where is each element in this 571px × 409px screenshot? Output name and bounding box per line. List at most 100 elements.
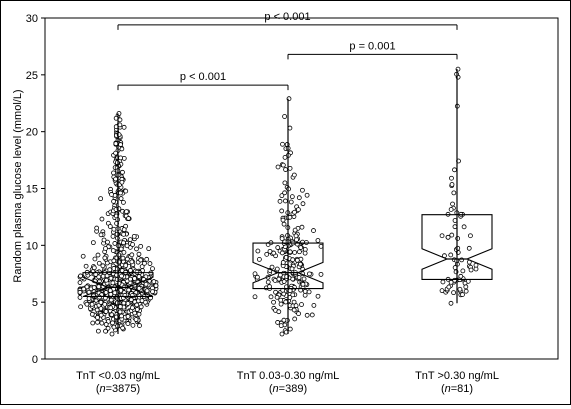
data-point xyxy=(120,255,126,261)
data-point xyxy=(282,154,288,160)
data-point xyxy=(99,320,105,326)
data-point xyxy=(307,271,312,277)
data-point xyxy=(111,226,117,232)
data-point xyxy=(77,280,83,285)
data-point xyxy=(278,323,284,329)
data-point xyxy=(280,162,286,168)
data-point xyxy=(271,299,276,305)
data-point xyxy=(445,234,451,240)
data-point xyxy=(283,167,288,172)
data-point xyxy=(104,273,110,279)
data-point xyxy=(94,307,100,313)
data-point xyxy=(290,292,296,298)
data-point xyxy=(279,193,285,199)
data-point xyxy=(256,256,262,262)
data-point xyxy=(300,201,306,207)
data-point xyxy=(300,187,305,193)
data-point xyxy=(153,283,159,289)
data-point xyxy=(97,294,102,300)
data-point xyxy=(90,240,96,246)
data-point xyxy=(283,299,289,305)
data-point xyxy=(440,279,446,285)
data-point xyxy=(114,266,120,272)
data-point xyxy=(301,276,307,282)
data-point xyxy=(281,221,287,227)
data-point xyxy=(130,322,136,328)
data-point xyxy=(136,274,142,279)
p-value-label: p < 0.001 xyxy=(180,71,226,83)
data-point xyxy=(138,304,144,310)
data-point xyxy=(112,290,118,296)
data-point xyxy=(121,240,126,246)
data-point xyxy=(96,284,102,290)
data-point xyxy=(100,263,106,269)
data-point xyxy=(107,267,113,273)
data-point xyxy=(120,169,125,175)
data-point xyxy=(252,294,258,300)
data-point xyxy=(98,232,104,238)
data-point xyxy=(81,286,87,292)
data-point xyxy=(282,114,287,119)
data-point xyxy=(134,246,139,252)
data-point xyxy=(78,273,83,279)
data-point xyxy=(291,172,297,178)
data-point xyxy=(127,237,133,243)
data-point xyxy=(146,246,152,252)
data-point xyxy=(114,300,120,306)
data-point xyxy=(118,155,123,161)
data-point xyxy=(116,252,122,258)
data-point xyxy=(134,302,140,308)
data-point xyxy=(124,209,129,215)
data-point xyxy=(110,320,115,326)
data-point xyxy=(109,312,115,318)
data-point xyxy=(468,233,473,239)
data-point xyxy=(449,182,455,187)
data-point xyxy=(306,289,312,295)
data-point xyxy=(108,275,114,281)
data-point xyxy=(105,325,111,331)
data-point xyxy=(131,233,137,239)
data-point xyxy=(92,256,98,262)
data-point xyxy=(461,224,467,230)
data-point xyxy=(463,288,469,294)
data-point xyxy=(124,256,130,262)
data-point xyxy=(125,321,131,326)
data-point xyxy=(138,257,144,263)
data-point xyxy=(292,227,298,233)
data-point xyxy=(109,331,115,337)
data-point xyxy=(448,252,454,258)
data-point xyxy=(110,248,116,253)
data-point xyxy=(111,258,117,264)
data-point xyxy=(277,198,283,204)
data-point xyxy=(294,237,299,243)
data-point xyxy=(252,271,258,277)
data-point xyxy=(452,167,457,173)
data-point xyxy=(318,243,324,249)
data-point xyxy=(278,297,284,303)
data-point xyxy=(77,295,83,300)
y-tick-label: 20 xyxy=(26,127,38,139)
data-point xyxy=(95,252,101,258)
data-point xyxy=(119,179,125,185)
data-point xyxy=(130,305,135,311)
data-point xyxy=(101,237,107,243)
data-point xyxy=(452,224,458,230)
data-point xyxy=(112,241,118,246)
data-point xyxy=(80,253,86,259)
data-point xyxy=(279,236,285,241)
data-point xyxy=(107,224,113,229)
data-point xyxy=(109,192,114,197)
data-point xyxy=(281,279,287,284)
data-point xyxy=(102,255,108,261)
data-point xyxy=(98,312,104,318)
data-point xyxy=(275,164,281,170)
data-point xyxy=(287,249,293,255)
data-point xyxy=(450,201,455,207)
jitter-points xyxy=(77,66,479,337)
data-point xyxy=(103,309,109,314)
data-point xyxy=(468,267,474,273)
data-point xyxy=(91,285,97,290)
data-point xyxy=(289,194,295,200)
y-tick-label: 5 xyxy=(32,297,38,309)
